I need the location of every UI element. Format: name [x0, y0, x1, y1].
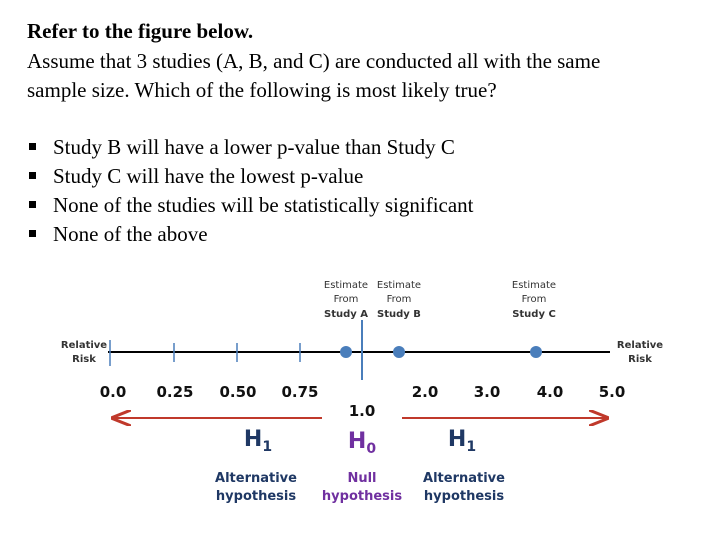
estimate-label: From	[522, 294, 547, 305]
estimate-label: Study C	[512, 309, 556, 320]
hypothesis-label: Alternative	[423, 471, 505, 486]
axis-label: Risk	[628, 354, 652, 365]
options: Study B will have a lower p-value than S…	[29, 135, 474, 246]
question-line: sample size. Which of the following is m…	[27, 78, 497, 102]
tick-label: 0.75	[281, 383, 318, 401]
tick-label: 3.0	[474, 383, 501, 401]
hypothesis-label: Null	[347, 471, 376, 486]
tick-label: 4.0	[537, 383, 564, 401]
hypothesis-label: hypothesis	[322, 489, 402, 504]
tick-label: 0.25	[156, 383, 193, 401]
hypothesis-symbol: H1	[244, 427, 272, 455]
estimate-point	[393, 346, 405, 358]
tick-label: 1.0	[349, 402, 376, 420]
estimate-label: Estimate	[324, 280, 368, 291]
axis-label: Relative	[61, 340, 107, 351]
figure: Estimate From Study A Estimate From Stud…	[61, 280, 663, 504]
option: None of the above	[53, 222, 208, 246]
bullet	[29, 230, 36, 237]
tick-label: 0.0	[100, 383, 127, 401]
estimate-label: Study A	[324, 309, 368, 320]
hypothesis-label: hypothesis	[424, 489, 504, 504]
tick-label: 2.0	[412, 383, 439, 401]
hypothesis-symbol: H0	[348, 429, 376, 457]
subscript: 1	[262, 439, 272, 455]
hypothesis-label: hypothesis	[216, 489, 296, 504]
estimate-label: From	[334, 294, 359, 305]
symbol: H	[448, 427, 466, 452]
estimate-label: Study B	[377, 309, 421, 320]
symbol: H	[244, 427, 262, 452]
title: Refer to the figure below.	[27, 19, 253, 43]
estimate-label: Estimate	[512, 280, 556, 291]
tick-label: 0.50	[219, 383, 256, 401]
estimate-point	[340, 346, 352, 358]
option: None of the studies will be statisticall…	[53, 193, 474, 217]
bullet	[29, 201, 36, 208]
hypothesis-symbol: H1	[448, 427, 476, 455]
hypothesis-label: Alternative	[215, 471, 297, 486]
symbol: H	[348, 429, 366, 454]
option: Study C will have the lowest p-value	[53, 164, 363, 188]
bullet	[29, 172, 36, 179]
estimate-label: Estimate	[377, 280, 421, 291]
estimate-point	[530, 346, 542, 358]
option: Study B will have a lower p-value than S…	[53, 135, 455, 159]
estimate-label: From	[387, 294, 412, 305]
bullet	[29, 143, 36, 150]
tick-label: 5.0	[599, 383, 626, 401]
subscript: 1	[466, 439, 476, 455]
question-line: Assume that 3 studies (A, B, and C) are …	[27, 49, 600, 73]
axis-label: Risk	[72, 354, 96, 365]
axis-label: Relative	[617, 340, 663, 351]
subscript: 0	[366, 441, 376, 457]
